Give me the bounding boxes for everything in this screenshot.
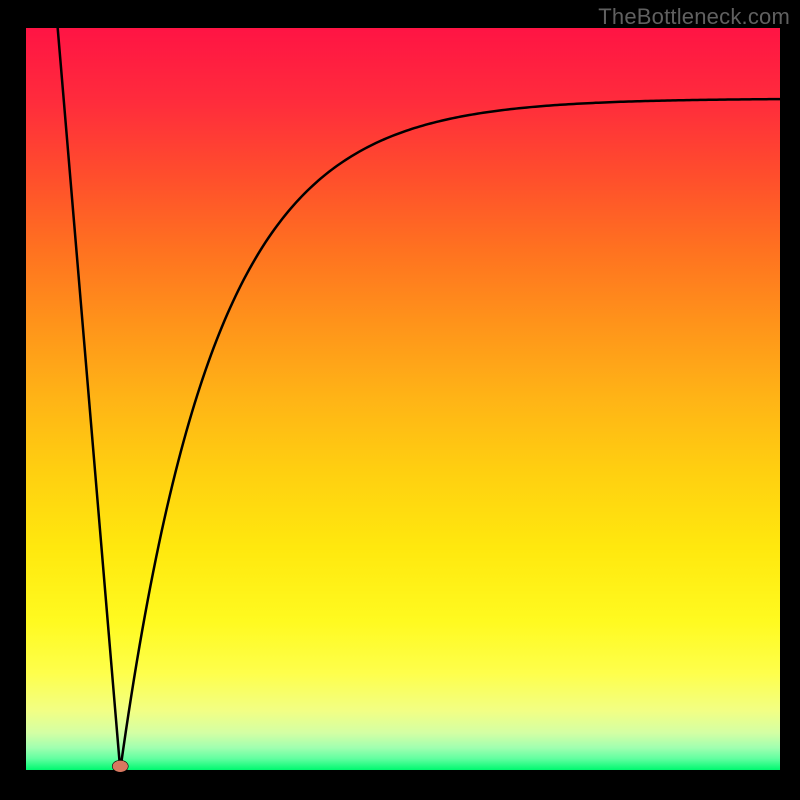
watermark-text: TheBottleneck.com [598, 4, 790, 30]
plot-area [26, 28, 780, 770]
chart-container: TheBottleneck.com [0, 0, 800, 800]
bottleneck-chart [0, 0, 800, 800]
valley-marker [112, 760, 128, 772]
